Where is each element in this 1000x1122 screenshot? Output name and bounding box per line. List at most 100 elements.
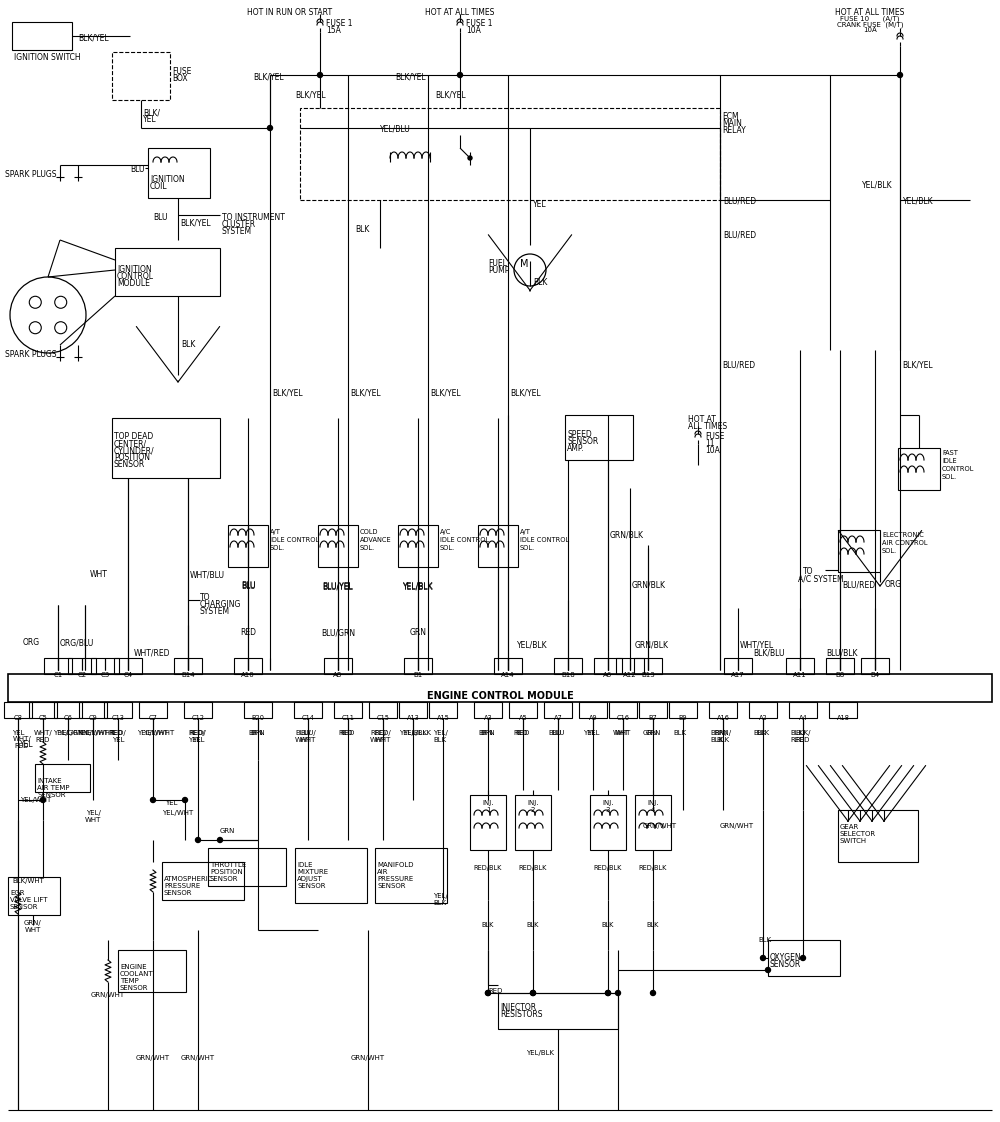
Circle shape (40, 798, 46, 802)
Text: SENSOR: SENSOR (164, 890, 192, 896)
Text: CONTROL: CONTROL (117, 272, 154, 280)
Text: YEL: YEL (143, 114, 157, 125)
Text: YEL/BLK: YEL/BLK (517, 640, 548, 649)
Text: 15A: 15A (326, 26, 341, 35)
Text: RED/
YEL: RED/ YEL (110, 730, 126, 743)
Text: TOP DEAD: TOP DEAD (114, 432, 153, 441)
Bar (8, 674, 992, 702)
Text: A5: A5 (519, 715, 527, 721)
Text: BLU/RED: BLU/RED (723, 196, 756, 205)
Text: BLK/YEL: BLK/YEL (395, 72, 426, 81)
Text: A16: A16 (717, 715, 729, 721)
Bar (898, 448, 940, 490)
Circle shape (196, 837, 200, 843)
Text: GRN/BLK: GRN/BLK (632, 580, 666, 589)
Bar (768, 940, 840, 976)
Text: BLU/
WHT: BLU/ WHT (300, 730, 316, 743)
Bar (174, 657, 202, 674)
Text: BLU/YEL: BLU/YEL (323, 582, 353, 591)
Bar (228, 525, 268, 567)
Text: INTAKE: INTAKE (37, 778, 62, 784)
Text: B8: B8 (835, 672, 845, 678)
Text: INJ.: INJ. (647, 800, 659, 806)
Text: AIR CONTROL: AIR CONTROL (882, 540, 928, 546)
Text: GRN: GRN (643, 730, 658, 736)
Text: FUEL: FUEL (488, 259, 507, 268)
Text: ORG: ORG (23, 638, 40, 647)
Text: BLK: BLK (756, 730, 770, 736)
Text: MANIFOLD: MANIFOLD (377, 862, 414, 868)
Text: 10A: 10A (863, 27, 877, 33)
Text: TEMP: TEMP (120, 978, 139, 984)
Text: GRN/WHT: GRN/WHT (720, 824, 754, 829)
Text: POSITION: POSITION (114, 453, 150, 462)
Text: YEL/BLK: YEL/BLK (862, 180, 893, 188)
Text: C8: C8 (14, 715, 22, 721)
Circle shape (458, 73, 462, 77)
Text: RELAY: RELAY (722, 126, 746, 135)
Text: 3: 3 (606, 807, 610, 813)
Bar (554, 657, 582, 674)
Text: ORG/BLU: ORG/BLU (60, 638, 94, 647)
Bar (112, 419, 220, 478)
Text: GRN/WHT: GRN/WHT (136, 1055, 170, 1061)
Text: SENSOR: SENSOR (10, 904, 38, 910)
Bar (139, 702, 167, 718)
Bar (579, 702, 607, 718)
Text: RED/BLK: RED/BLK (594, 865, 622, 871)
Text: C16: C16 (616, 715, 630, 721)
Bar (68, 657, 96, 674)
Text: A7: A7 (554, 715, 562, 721)
Text: BLK: BLK (355, 226, 369, 234)
Text: SYSTEM: SYSTEM (222, 227, 252, 236)
Text: 10A: 10A (466, 26, 481, 35)
Bar (118, 950, 186, 992)
Text: RED/BLK: RED/BLK (474, 865, 502, 871)
Text: FUSE: FUSE (705, 432, 724, 441)
Circle shape (486, 991, 490, 995)
Bar (474, 702, 502, 718)
Text: C15: C15 (376, 715, 390, 721)
Circle shape (530, 991, 536, 995)
Text: COOLANT: COOLANT (120, 971, 154, 977)
Text: BLK/YEL: BLK/YEL (902, 360, 933, 369)
Text: B14: B14 (181, 672, 195, 678)
Text: B13: B13 (641, 672, 655, 678)
Bar (295, 848, 367, 903)
Text: BLK: BLK (527, 922, 539, 928)
Text: C2: C2 (77, 672, 87, 678)
Text: SENSOR: SENSOR (377, 883, 406, 889)
Text: SOL.: SOL. (942, 473, 957, 480)
Bar (184, 702, 212, 718)
Text: SOL.: SOL. (440, 545, 455, 551)
Text: CENTER/: CENTER/ (114, 439, 147, 448)
Text: BLU/BLK: BLU/BLK (826, 649, 858, 657)
Text: YEL/BLU: YEL/BLU (380, 125, 411, 134)
Text: A/C: A/C (440, 528, 451, 535)
Text: TO: TO (200, 594, 210, 603)
Text: INJ.: INJ. (482, 800, 494, 806)
Text: BLU: BLU (241, 582, 255, 591)
Text: GRN/WHT: GRN/WHT (351, 1055, 385, 1061)
Bar (478, 525, 518, 567)
Bar (635, 795, 671, 850)
Bar (294, 702, 322, 718)
Text: COLD: COLD (360, 528, 378, 535)
Text: 2: 2 (531, 807, 535, 813)
Text: PRESSURE: PRESSURE (377, 876, 413, 882)
Text: BLU: BLU (241, 581, 255, 590)
Text: POSITION: POSITION (210, 870, 243, 875)
Text: RED/
WHT: RED/ WHT (375, 730, 391, 743)
Text: FUSE 1: FUSE 1 (466, 19, 492, 28)
Text: ADJUST: ADJUST (297, 876, 323, 882)
Text: C11: C11 (342, 715, 354, 721)
Text: A10: A10 (241, 672, 255, 678)
Bar (44, 657, 72, 674)
Text: A4: A4 (799, 715, 807, 721)
Text: BOX: BOX (172, 74, 188, 83)
Text: BLK/YEL: BLK/YEL (295, 90, 326, 99)
Text: YEL/
WHT: YEL/ WHT (85, 810, 101, 824)
Text: BRN/
BLK: BRN/ BLK (714, 730, 732, 743)
Bar (709, 702, 737, 718)
Bar (112, 52, 170, 100)
